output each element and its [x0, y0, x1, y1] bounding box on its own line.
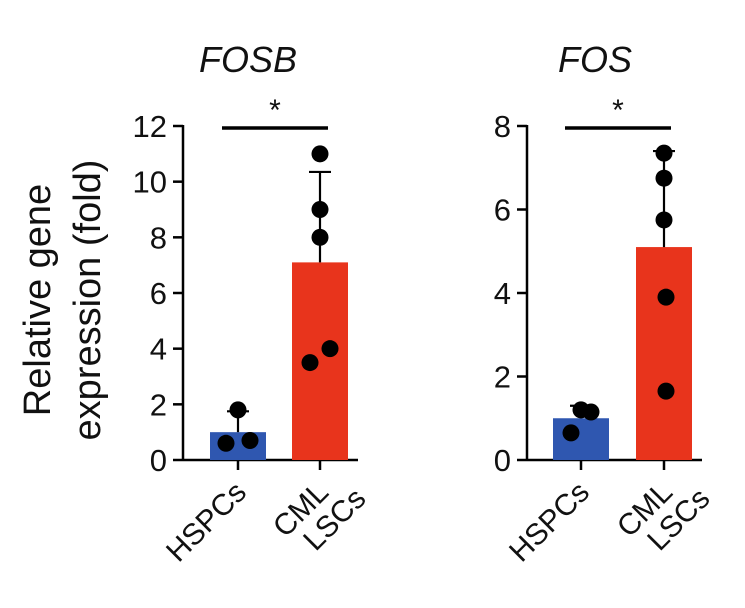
significance-marker: * — [269, 94, 281, 127]
y-tick-label: 4 — [150, 332, 167, 367]
data-point — [321, 340, 339, 358]
y-tick-label: 4 — [494, 276, 511, 311]
y-tick-label: 2 — [494, 360, 511, 395]
bar-cml-lscs — [292, 262, 348, 460]
y-tick-label: 10 — [133, 165, 167, 200]
chart-panel-fos: FOS 0 2 4 6 8 HSPCs CMLLSCs * — [494, 39, 717, 569]
data-point — [311, 201, 329, 218]
y-tick-label: 6 — [494, 193, 511, 228]
x-category-label: HSPCs — [160, 476, 253, 569]
bar-hspcs — [553, 418, 609, 460]
data-point — [311, 228, 329, 246]
y-tick-label: 0 — [494, 443, 511, 478]
y-tick-label: 2 — [150, 387, 167, 422]
data-point — [562, 424, 580, 442]
data-point — [572, 401, 590, 419]
chart-title: FOSB — [199, 39, 297, 80]
chart-panel-fosb: FOSB 0 2 4 6 8 10 12 HSPCs CMLLSCs * — [133, 39, 373, 569]
data-point — [657, 382, 675, 400]
data-point — [311, 145, 329, 163]
y-axis-label-line1: Relative gene — [17, 184, 59, 416]
chart-title: FOS — [558, 39, 632, 80]
y-tick-label: 0 — [150, 443, 167, 478]
x-category-label: CMLLSCs — [267, 460, 373, 566]
x-category-label: CMLLSCs — [611, 460, 717, 566]
y-axis-label-line2: expression (fold) — [67, 160, 109, 441]
data-point — [301, 354, 319, 372]
data-point — [657, 288, 675, 306]
data-point — [655, 144, 673, 162]
y-tick-label: 12 — [133, 109, 167, 144]
x-category-label: HSPCs — [503, 476, 596, 569]
x-category-label-line1: HSPCs — [503, 476, 596, 569]
bar-cml-lscs — [636, 247, 692, 460]
data-point — [241, 432, 259, 450]
data-point — [217, 434, 235, 452]
x-category-label-line1: HSPCs — [160, 476, 253, 569]
significance-marker: * — [612, 94, 624, 127]
y-tick-label: 6 — [150, 276, 167, 311]
data-point — [655, 169, 673, 187]
data-point — [229, 401, 247, 419]
y-tick-label: 8 — [494, 109, 511, 144]
data-point — [655, 211, 673, 229]
y-tick-label: 8 — [150, 220, 167, 255]
